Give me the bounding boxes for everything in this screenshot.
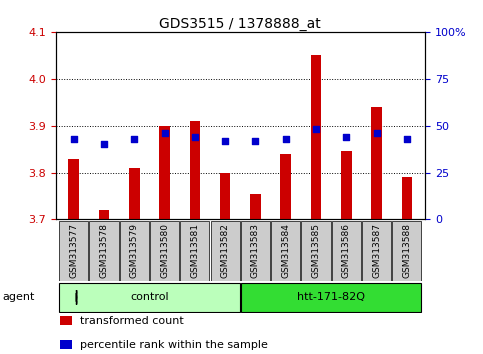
Text: transformed count: transformed count — [80, 316, 184, 326]
Text: GSM313582: GSM313582 — [221, 223, 229, 278]
Bar — [301, 221, 330, 281]
Bar — [211, 221, 240, 281]
Bar — [311, 55, 321, 219]
Bar — [341, 152, 352, 219]
Text: GSM313583: GSM313583 — [251, 223, 260, 278]
Bar — [281, 154, 291, 219]
Point — [403, 136, 411, 142]
Text: GSM313580: GSM313580 — [160, 223, 169, 278]
Text: GSM313577: GSM313577 — [69, 223, 78, 278]
Title: GDS3515 / 1378888_at: GDS3515 / 1378888_at — [159, 17, 321, 31]
Point — [100, 142, 108, 147]
Point — [252, 138, 259, 143]
Bar — [401, 177, 412, 219]
Point — [191, 134, 199, 140]
Bar — [69, 159, 79, 219]
Point — [312, 127, 320, 132]
Bar — [89, 221, 118, 281]
Bar — [60, 316, 72, 325]
Text: GSM313581: GSM313581 — [190, 223, 199, 278]
Bar — [99, 210, 109, 219]
Text: GSM313587: GSM313587 — [372, 223, 381, 278]
Text: GSM313579: GSM313579 — [130, 223, 139, 278]
Text: control: control — [130, 292, 169, 302]
Text: GSM313586: GSM313586 — [342, 223, 351, 278]
Point — [70, 136, 78, 142]
Point — [373, 130, 381, 136]
Bar — [150, 221, 179, 281]
Text: GSM313585: GSM313585 — [312, 223, 321, 278]
FancyArrow shape — [76, 290, 77, 304]
Bar — [59, 221, 88, 281]
Point — [130, 136, 138, 142]
Bar — [241, 283, 421, 312]
Bar — [159, 126, 170, 219]
Bar — [332, 221, 361, 281]
Bar — [250, 194, 261, 219]
Text: agent: agent — [2, 292, 35, 302]
Bar — [371, 107, 382, 219]
Text: GSM313588: GSM313588 — [402, 223, 412, 278]
Bar — [60, 340, 72, 349]
Text: percentile rank within the sample: percentile rank within the sample — [80, 340, 268, 350]
Text: htt-171-82Q: htt-171-82Q — [297, 292, 365, 302]
Bar — [120, 221, 149, 281]
Bar — [129, 168, 140, 219]
Bar — [180, 221, 210, 281]
Text: GSM313584: GSM313584 — [281, 223, 290, 278]
Point — [282, 136, 290, 142]
Bar — [189, 121, 200, 219]
Bar — [220, 173, 230, 219]
Point — [342, 134, 350, 140]
Bar — [241, 221, 270, 281]
Bar — [271, 221, 300, 281]
Bar — [392, 221, 421, 281]
Text: GSM313578: GSM313578 — [99, 223, 109, 278]
Point — [161, 130, 169, 136]
Point — [221, 138, 229, 143]
Bar — [362, 221, 391, 281]
Bar — [59, 283, 240, 312]
